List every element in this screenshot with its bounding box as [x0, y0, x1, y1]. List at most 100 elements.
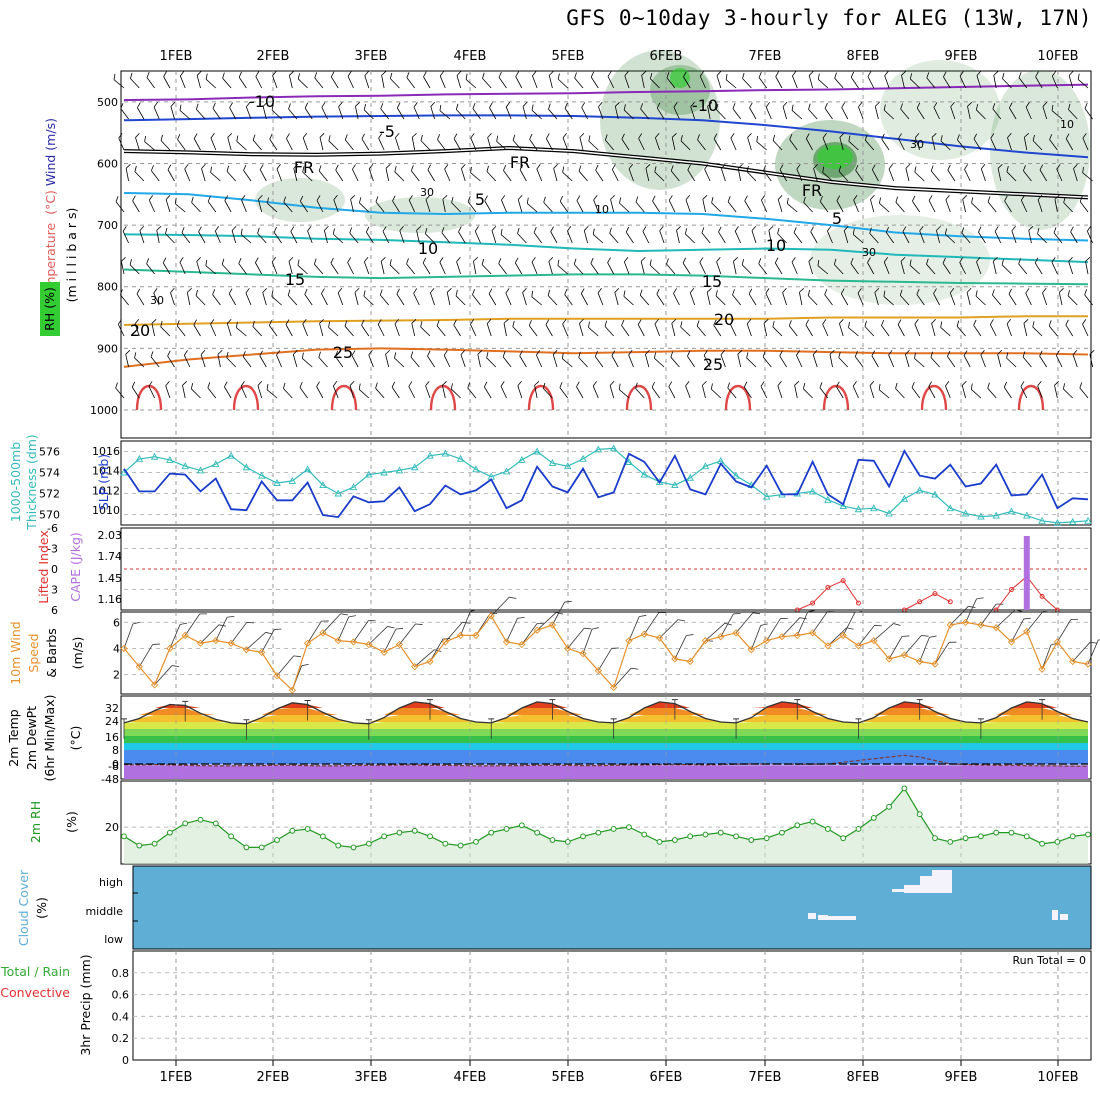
wind-barb	[916, 288, 925, 306]
wind-barb-staff	[1020, 386, 1028, 399]
wind-barb	[557, 73, 568, 89]
wind-barb-staff	[489, 107, 497, 120]
wind-barb	[649, 259, 660, 275]
wind-barb-staff	[900, 108, 910, 120]
wind-barb	[120, 289, 129, 306]
wind-barb-flag	[332, 228, 335, 235]
wind-barb	[706, 287, 712, 306]
wind-barb-staff	[562, 137, 569, 151]
wind-barb	[224, 195, 232, 213]
wind10-barb-flag	[340, 613, 348, 616]
wind-barb-flag	[592, 228, 595, 235]
wind-barb-staff	[167, 169, 175, 182]
wind-barb	[344, 320, 354, 337]
wind-barb-staff	[713, 324, 722, 337]
rh-point	[442, 840, 449, 847]
wind-barb-staff	[978, 231, 986, 244]
wind-barb	[307, 226, 313, 244]
wind-barb-staff	[413, 293, 420, 306]
wind-barb	[496, 135, 507, 151]
wind-barb-flag	[125, 164, 131, 169]
wind-barb	[997, 349, 1003, 368]
wind-barb	[930, 351, 940, 368]
cloud-feature	[920, 876, 932, 893]
wind-barb-flag	[474, 226, 479, 232]
wind-barb	[182, 381, 188, 399]
wind-barb-flag	[895, 382, 898, 389]
wind-barb	[807, 289, 818, 306]
wind-barb-staff	[318, 357, 328, 368]
wind10-barb-flag	[733, 612, 741, 615]
wind-barb	[898, 133, 905, 151]
wind-barb	[543, 196, 553, 213]
wind-barb-flag	[460, 349, 466, 355]
wind10-barb	[276, 655, 301, 677]
wind-barb-staff	[394, 357, 405, 368]
thickness-point	[579, 454, 587, 462]
rh-point	[136, 842, 143, 849]
wind-barb-flag	[545, 319, 550, 325]
wind-barb-staff	[762, 356, 772, 368]
wind-barb	[441, 380, 447, 399]
thickness-point	[594, 445, 603, 453]
wind-barb	[148, 381, 155, 399]
rh2m-unit: (%)	[64, 811, 79, 833]
wind-barb-flag	[363, 104, 367, 110]
wind-barb-flag	[950, 101, 955, 107]
wind-barb	[668, 381, 676, 399]
wind-barb-staff	[395, 137, 400, 151]
wind-barb-flag	[364, 70, 369, 76]
wind-barb	[287, 289, 298, 306]
wind10-barb-staff	[597, 648, 613, 671]
wind-barb-flag	[396, 102, 401, 109]
wind-barb-flag	[472, 102, 476, 109]
wind-barb-flag	[236, 321, 238, 328]
wind-barb-staff	[297, 265, 308, 275]
wind-barb-flag	[879, 197, 881, 204]
temp-contour-30	[920, 384, 948, 411]
wind-barb-flag	[580, 288, 585, 294]
wind-barb	[458, 226, 466, 244]
wind-barb-staff	[240, 234, 252, 244]
wind-barb-flag	[135, 132, 140, 138]
wind-barb-flag	[182, 381, 188, 386]
wind-barb-flag	[1054, 380, 1059, 386]
wind-barb-flag	[1009, 102, 1013, 109]
wind-barb-staff	[850, 263, 859, 275]
wind-barb	[122, 226, 129, 244]
wind-barb-flag	[1079, 196, 1083, 202]
wind-barb	[420, 321, 431, 337]
wind10-barb-staff	[276, 655, 295, 677]
cloud-unit: (%)	[34, 897, 49, 919]
wind10-barb	[812, 611, 835, 634]
wind-barb	[888, 164, 895, 182]
wind-barb	[940, 135, 951, 151]
wind-barb-staff	[1028, 230, 1032, 244]
legend-wind: Wind (m/s)	[43, 118, 58, 186]
wind-barb-flag	[914, 133, 920, 139]
wind-barb-flag	[359, 197, 362, 204]
wind-barb-staff	[1068, 75, 1074, 89]
wind-barb-staff	[733, 261, 737, 275]
wind-barb-staff	[181, 232, 191, 244]
wind-barb-staff	[534, 385, 538, 399]
wind-barb-staff	[484, 200, 492, 213]
wind-barb	[427, 164, 435, 182]
wind-barb-staff	[427, 355, 435, 368]
wind-barb	[947, 164, 956, 182]
wind-barb-staff	[231, 230, 237, 244]
wind-barb	[481, 258, 492, 275]
wind-barb-staff	[1079, 201, 1089, 213]
wind-speed-point	[747, 646, 756, 654]
wind-barb	[961, 380, 967, 399]
wind-barb	[439, 71, 446, 89]
wind-barb-staff	[375, 201, 385, 213]
wind-barb-staff	[349, 385, 354, 399]
wind-barb	[486, 165, 497, 182]
wind-barb	[914, 319, 921, 337]
wind-barb-staff	[1084, 294, 1093, 306]
wind-barb-flag	[455, 103, 459, 110]
wind-barb-flag	[621, 133, 625, 140]
wind-barb-staff	[989, 324, 997, 337]
